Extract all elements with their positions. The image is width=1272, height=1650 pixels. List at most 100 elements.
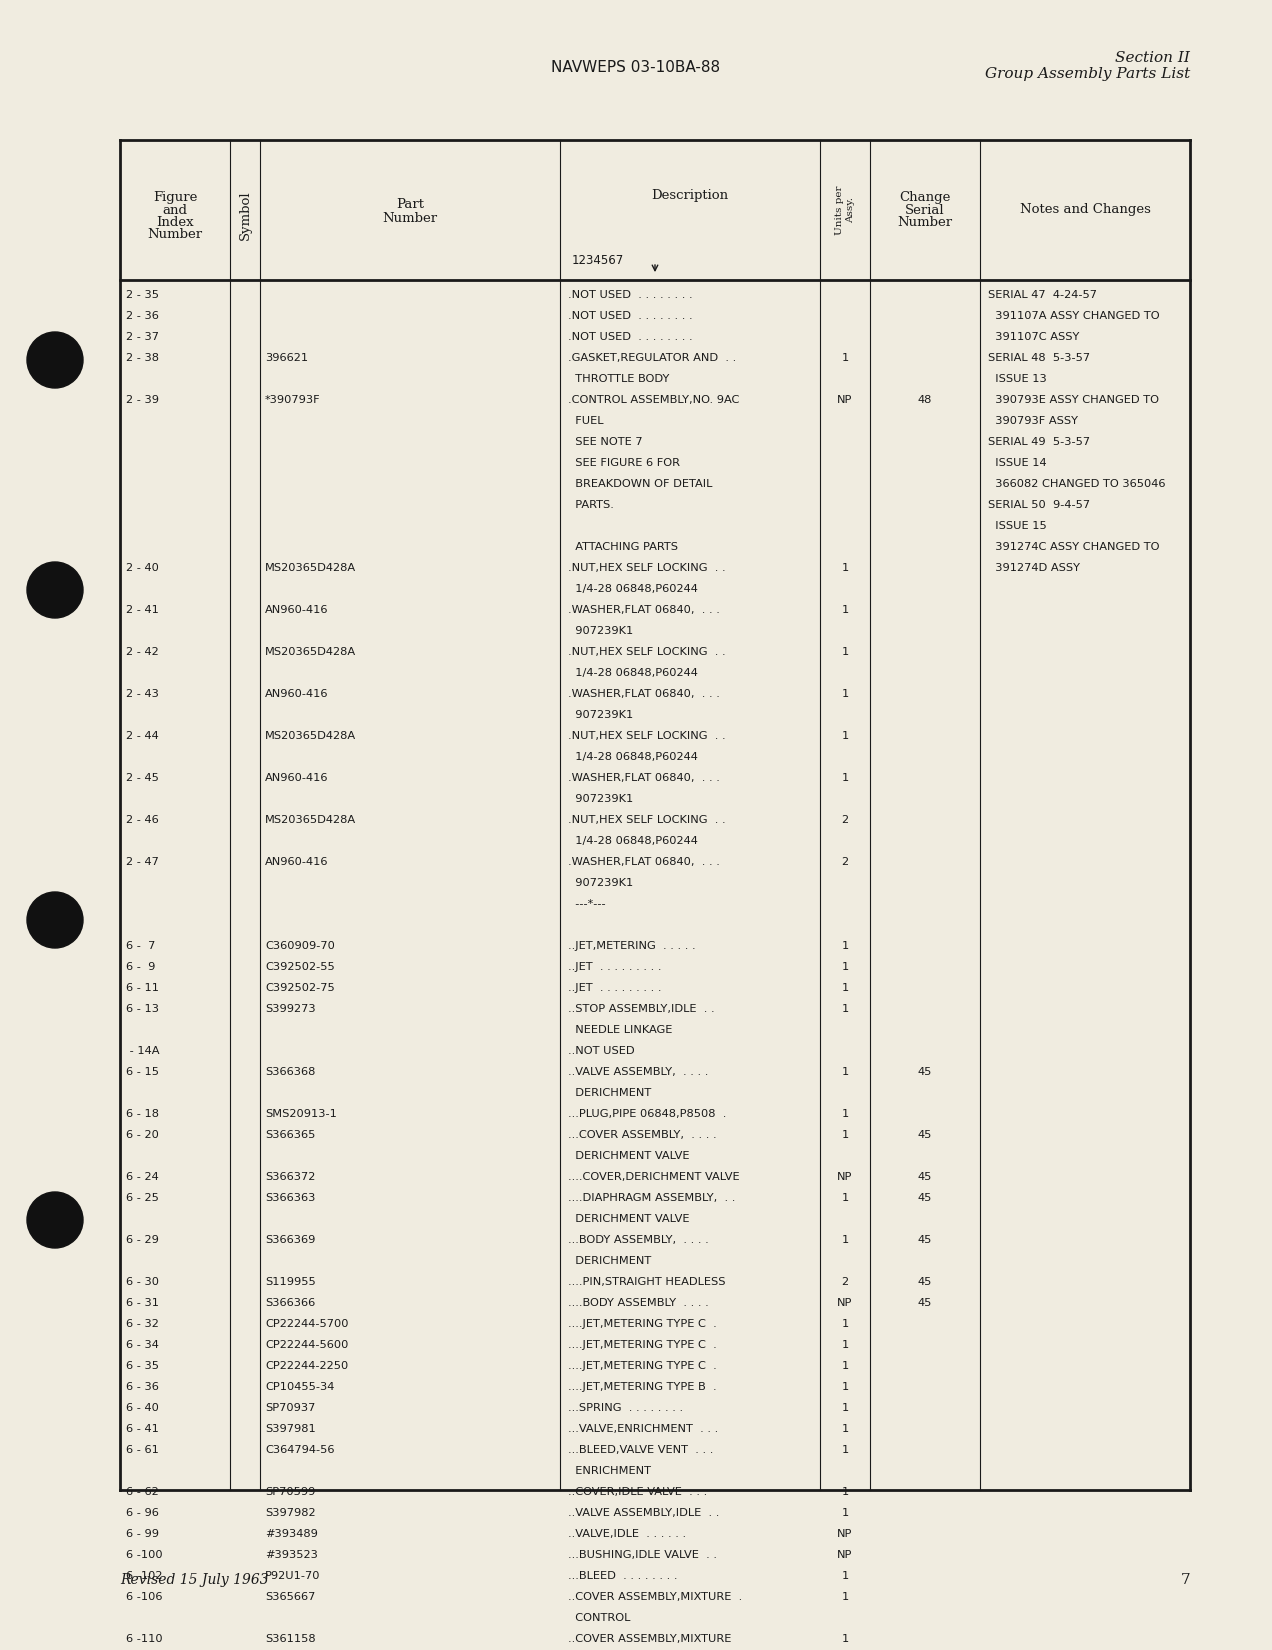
Text: S366365: S366365 [265,1130,315,1140]
Text: 1: 1 [841,940,848,950]
Text: NP: NP [837,1172,852,1181]
Text: .NOT USED  . . . . . . . .: .NOT USED . . . . . . . . [569,290,693,300]
Text: 2 - 35: 2 - 35 [126,290,159,300]
Text: S365667: S365667 [265,1592,315,1602]
Text: Number: Number [898,216,953,228]
Text: AN960-416: AN960-416 [265,690,328,700]
Text: 45: 45 [918,1193,932,1203]
Text: ---*---: ---*--- [569,899,605,909]
Text: C392502-55: C392502-55 [265,962,335,972]
Text: ....COVER,DERICHMENT VALVE: ....COVER,DERICHMENT VALVE [569,1172,739,1181]
Text: 6 - 41: 6 - 41 [126,1424,159,1434]
Text: 6 - 15: 6 - 15 [126,1068,159,1077]
Text: S366372: S366372 [265,1172,315,1181]
Text: SMS20913-1: SMS20913-1 [265,1109,337,1119]
Text: 2 - 44: 2 - 44 [126,731,159,741]
Text: BREAKDOWN OF DETAIL: BREAKDOWN OF DETAIL [569,478,712,488]
Text: 2 - 42: 2 - 42 [126,647,159,657]
Text: 2 - 41: 2 - 41 [126,606,159,615]
Text: C360909-70: C360909-70 [265,940,335,950]
Text: ....BODY ASSEMBLY  . . . .: ....BODY ASSEMBLY . . . . [569,1299,709,1308]
Text: 6 - 34: 6 - 34 [126,1340,159,1350]
Text: DERICHMENT VALVE: DERICHMENT VALVE [569,1152,689,1162]
Text: NAVWEPS 03-10BA-88: NAVWEPS 03-10BA-88 [552,61,720,76]
Text: THROTTLE BODY: THROTTLE BODY [569,375,669,384]
Text: .WASHER,FLAT 06840,  . . .: .WASHER,FLAT 06840, . . . [569,690,720,700]
Text: ...BUSHING,IDLE VALVE  . .: ...BUSHING,IDLE VALVE . . [569,1549,717,1559]
Text: FUEL: FUEL [569,416,603,426]
Text: 1: 1 [841,1130,848,1140]
Text: PARTS.: PARTS. [569,500,614,510]
Text: 2 - 45: 2 - 45 [126,772,159,784]
Text: 391107C ASSY: 391107C ASSY [988,332,1080,342]
Text: S366368: S366368 [265,1068,315,1077]
Text: 907239K1: 907239K1 [569,710,633,719]
Text: ISSUE 13: ISSUE 13 [988,375,1047,384]
Text: Revised 15 July 1963: Revised 15 July 1963 [120,1572,268,1587]
Text: ...COVER ASSEMBLY,  . . . .: ...COVER ASSEMBLY, . . . . [569,1130,716,1140]
Text: ..JET  . . . . . . . . .: ..JET . . . . . . . . . [569,962,661,972]
Text: 7: 7 [1180,1572,1191,1587]
Text: 1/4-28 06848,P60244: 1/4-28 06848,P60244 [569,668,698,678]
Text: .NUT,HEX SELF LOCKING  . .: .NUT,HEX SELF LOCKING . . [569,815,725,825]
Text: ..VALVE ASSEMBLY,  . . . .: ..VALVE ASSEMBLY, . . . . [569,1068,709,1077]
Text: #393489: #393489 [265,1530,318,1539]
Text: 1: 1 [841,1383,848,1393]
Text: DERICHMENT VALVE: DERICHMENT VALVE [569,1214,689,1224]
Text: 2 - 37: 2 - 37 [126,332,159,342]
Text: 6 - 18: 6 - 18 [126,1109,159,1119]
Text: 6 - 96: 6 - 96 [126,1508,159,1518]
Text: ...VALVE,ENRICHMENT  . . .: ...VALVE,ENRICHMENT . . . [569,1424,719,1434]
Text: ....DIAPHRAGM ASSEMBLY,  . .: ....DIAPHRAGM ASSEMBLY, . . [569,1193,735,1203]
Text: 6 - 11: 6 - 11 [126,983,159,993]
Text: 6 - 35: 6 - 35 [126,1361,159,1371]
Text: SEE FIGURE 6 FOR: SEE FIGURE 6 FOR [569,459,681,469]
Text: 1: 1 [841,1445,848,1455]
Text: CP22244-5700: CP22244-5700 [265,1318,349,1328]
Text: 1/4-28 06848,P60244: 1/4-28 06848,P60244 [569,837,698,846]
Text: 6 - 61: 6 - 61 [126,1445,159,1455]
Text: Symbol: Symbol [239,190,252,239]
Text: 390793F ASSY: 390793F ASSY [988,416,1077,426]
Text: ....JET,METERING TYPE C  .: ....JET,METERING TYPE C . [569,1361,716,1371]
Text: CONTROL: CONTROL [569,1614,631,1624]
Text: Section II: Section II [1116,51,1191,64]
Text: 1: 1 [841,1487,848,1497]
Text: Units per
Assy.: Units per Assy. [836,185,855,234]
Text: NP: NP [837,1549,852,1559]
Text: 396621: 396621 [265,353,308,363]
Text: .CONTROL ASSEMBLY,NO. 9AC: .CONTROL ASSEMBLY,NO. 9AC [569,394,739,404]
Text: ISSUE 15: ISSUE 15 [988,521,1047,531]
Text: ..COVER ASSEMBLY,MIXTURE  .: ..COVER ASSEMBLY,MIXTURE . [569,1592,743,1602]
Text: CP22244-5600: CP22244-5600 [265,1340,349,1350]
Text: 1: 1 [841,962,848,972]
Text: .WASHER,FLAT 06840,  . . .: .WASHER,FLAT 06840, . . . [569,856,720,866]
Text: 391274D ASSY: 391274D ASSY [988,563,1080,573]
Text: 1: 1 [841,563,848,573]
Text: .NOT USED  . . . . . . . .: .NOT USED . . . . . . . . [569,310,693,322]
Text: SERIAL 47  4-24-57: SERIAL 47 4-24-57 [988,290,1096,300]
Text: 45: 45 [918,1277,932,1287]
Text: ....PIN,STRAIGHT HEADLESS: ....PIN,STRAIGHT HEADLESS [569,1277,725,1287]
Text: 1: 1 [841,772,848,784]
Text: DERICHMENT: DERICHMENT [569,1087,651,1097]
Text: AN960-416: AN960-416 [265,856,328,866]
Text: 6 - 62: 6 - 62 [126,1487,159,1497]
Text: ..VALVE,IDLE  . . . . . .: ..VALVE,IDLE . . . . . . [569,1530,686,1539]
Text: 6 -  9: 6 - 9 [126,962,155,972]
Text: Notes and Changes: Notes and Changes [1020,203,1150,216]
Text: MS20365D428A: MS20365D428A [265,563,356,573]
Text: 45: 45 [918,1130,932,1140]
Text: 1: 1 [841,1318,848,1328]
Text: and: and [163,203,187,216]
Text: 390793E ASSY CHANGED TO: 390793E ASSY CHANGED TO [988,394,1159,404]
Text: .GASKET,REGULATOR AND  . .: .GASKET,REGULATOR AND . . [569,353,736,363]
Text: 6 - 24: 6 - 24 [126,1172,159,1181]
Text: 2: 2 [842,815,848,825]
Text: AN960-416: AN960-416 [265,772,328,784]
Text: .NUT,HEX SELF LOCKING  . .: .NUT,HEX SELF LOCKING . . [569,563,725,573]
Text: 2: 2 [842,1277,848,1287]
Text: ....JET,METERING TYPE B  .: ....JET,METERING TYPE B . [569,1383,716,1393]
Text: C392502-75: C392502-75 [265,983,335,993]
Text: 2 - 47: 2 - 47 [126,856,159,866]
